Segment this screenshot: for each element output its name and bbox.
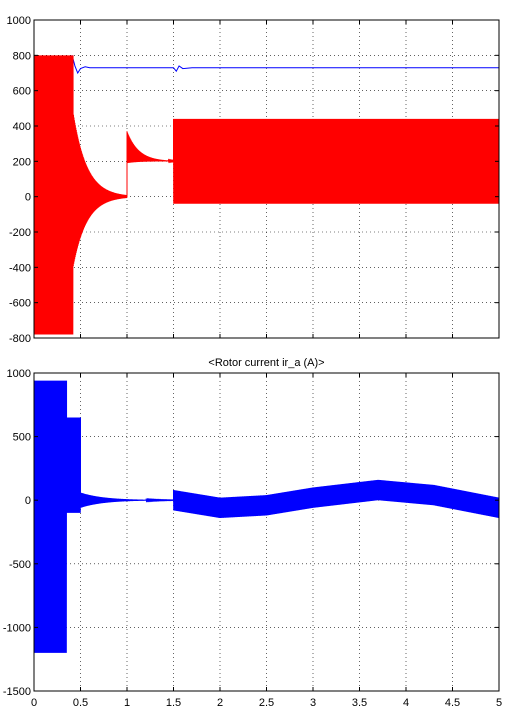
y-tick-label: -1500 [3, 686, 31, 698]
plot-lines [34, 380, 499, 653]
y-tick-label: -1000 [3, 622, 31, 634]
x-tick-label: 4 [403, 697, 409, 709]
y-tick-label: -200 [9, 227, 31, 239]
y-tick-label: 500 [13, 432, 31, 444]
plot-area [34, 373, 499, 691]
x-tick-label: 0.5 [73, 697, 88, 709]
series-oscillation [34, 55, 499, 335]
chart-top: 1000 800 600 400 200 0 -200 -400 -600 -800 [7, 15, 500, 345]
y-tick-label: 0 [25, 192, 31, 204]
x-tick-label: 2 [217, 697, 223, 709]
x-tick-label: 1.5 [166, 697, 181, 709]
x-tick-label: 4.5 [445, 697, 460, 709]
y-tick-label: 400 [13, 121, 31, 133]
x-tick-label: 3.5 [352, 697, 367, 709]
chart-title: <Rotor current ir_a (A)> [208, 357, 324, 369]
y-tick-label: -500 [9, 559, 31, 571]
x-tick-label: 0 [31, 697, 37, 709]
y-tick-label: 600 [13, 86, 31, 98]
grid [34, 20, 499, 338]
x-tick-label: 1 [124, 697, 130, 709]
y-tick-label: 1000 [7, 368, 31, 380]
y-tick-label: 0 [25, 495, 31, 507]
x-tick-label: 5 [496, 697, 502, 709]
y-tick-label: 1000 [7, 15, 31, 27]
y-tick-label: -400 [9, 262, 31, 274]
x-tick-label: 2.5 [259, 697, 274, 709]
y-tick-label: 200 [13, 156, 31, 168]
plot-lines [34, 55, 499, 335]
series-oscillation [34, 380, 499, 653]
y-tick-label: -800 [9, 333, 31, 345]
y-tick-label: 800 [13, 50, 31, 62]
y-tick-label: -600 [9, 298, 31, 310]
x-tick-label: 3 [310, 697, 316, 709]
